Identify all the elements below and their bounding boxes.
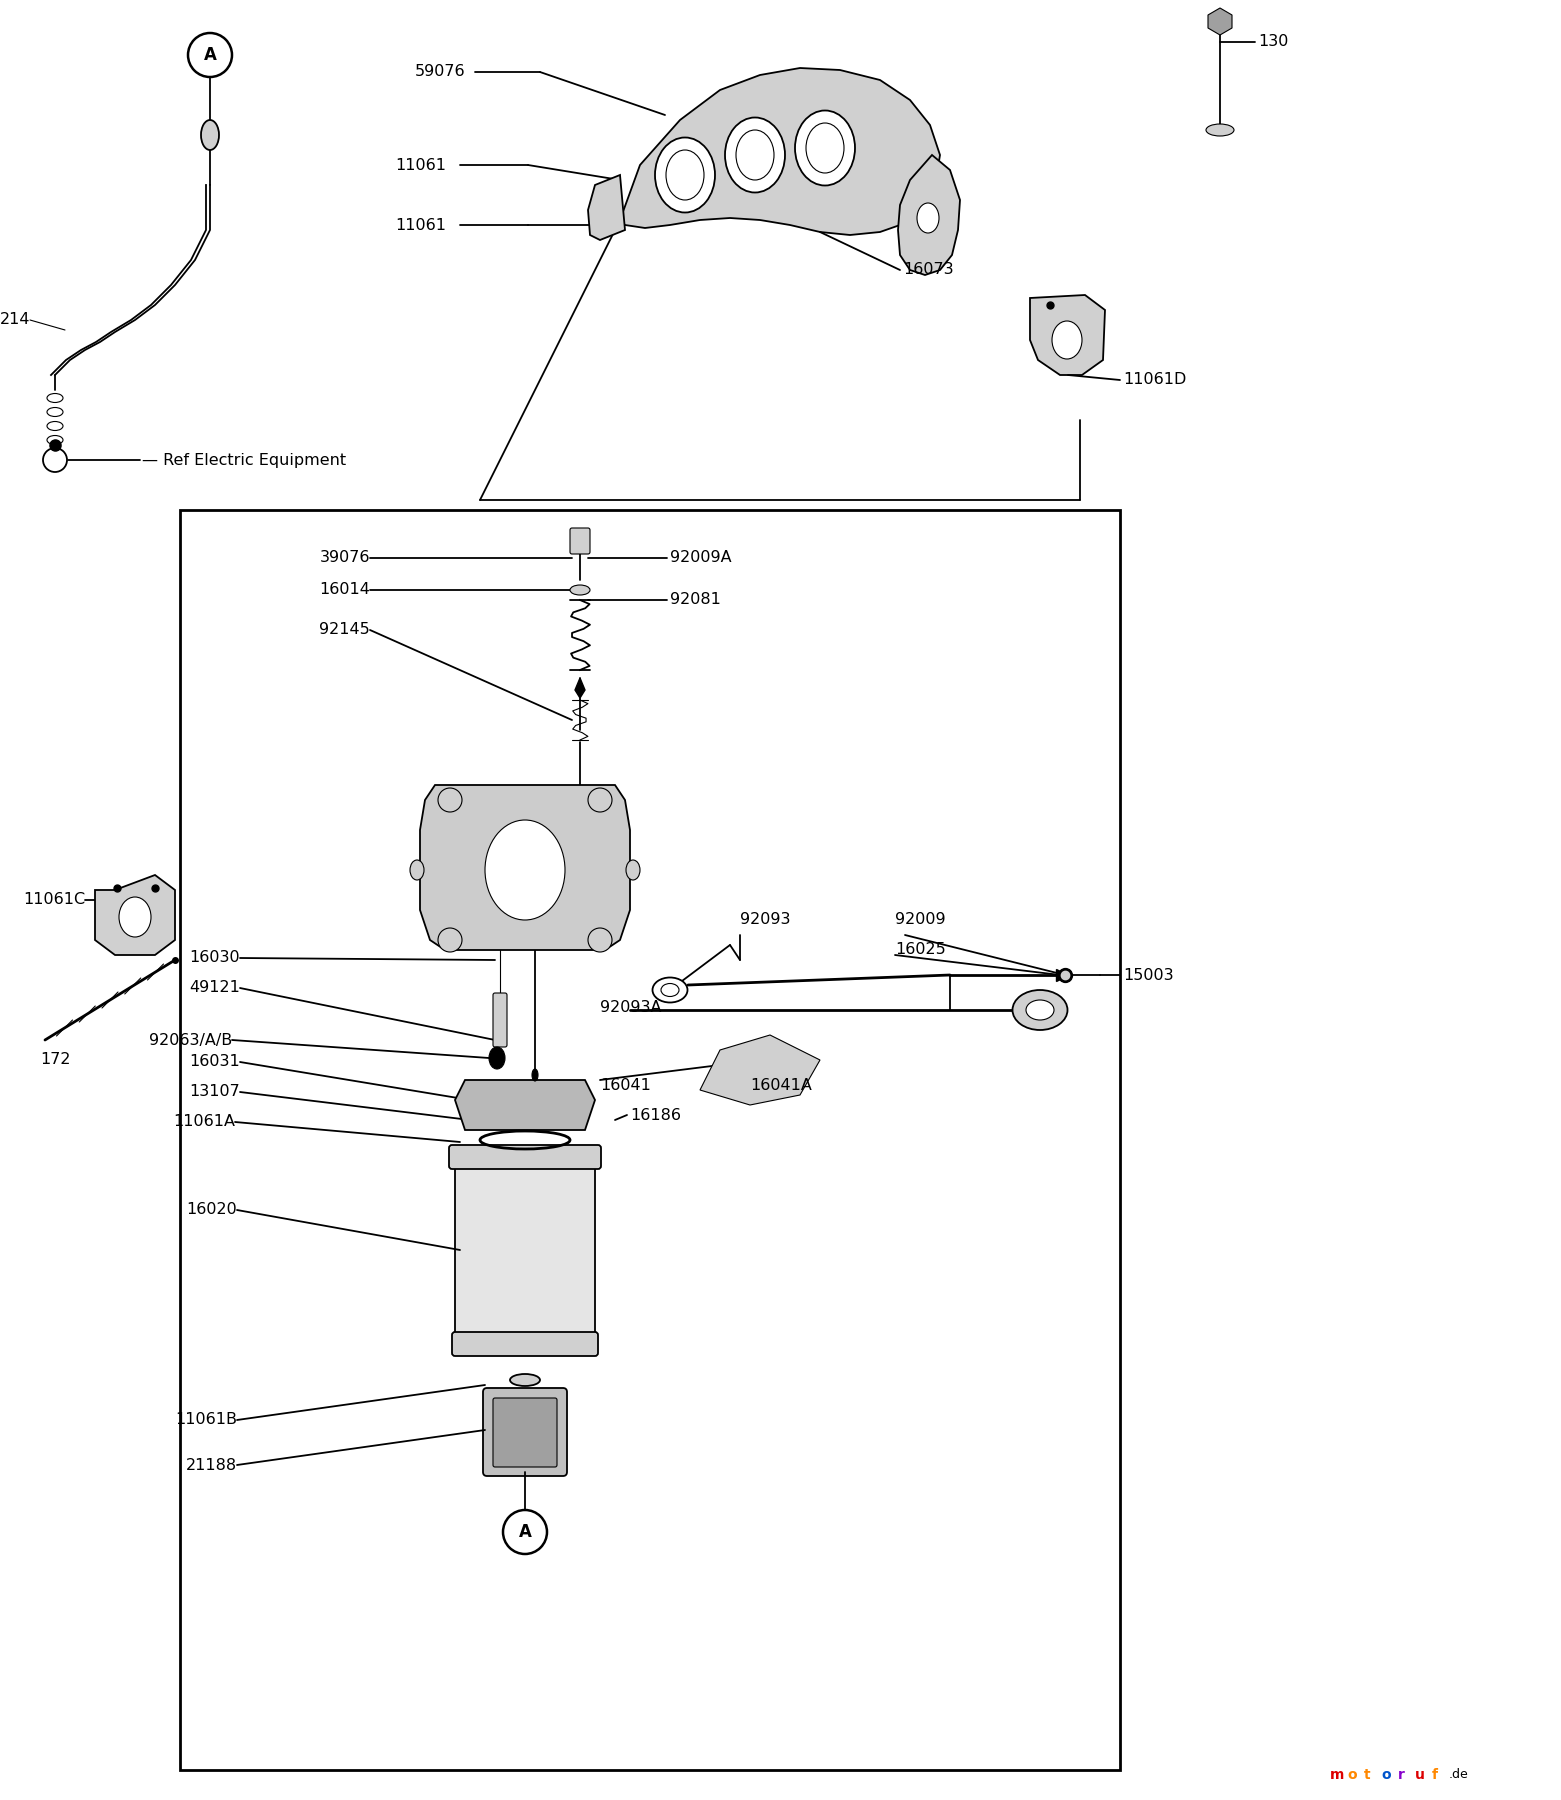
Text: o: o	[1381, 1768, 1391, 1782]
Text: 16186: 16186	[631, 1107, 681, 1123]
Polygon shape	[620, 68, 940, 236]
Ellipse shape	[570, 585, 590, 596]
FancyBboxPatch shape	[454, 1156, 595, 1345]
Text: r: r	[1399, 1768, 1405, 1782]
Text: 92093A: 92093A	[599, 1001, 662, 1015]
Text: 130: 130	[1258, 34, 1288, 49]
Ellipse shape	[489, 1048, 506, 1069]
Text: .de: .de	[1449, 1768, 1469, 1782]
Polygon shape	[95, 875, 175, 956]
Text: o: o	[1347, 1768, 1357, 1782]
Polygon shape	[574, 679, 585, 698]
Text: 16073: 16073	[902, 263, 954, 277]
Ellipse shape	[119, 896, 151, 938]
Ellipse shape	[1026, 1001, 1054, 1021]
Polygon shape	[454, 1080, 595, 1130]
FancyBboxPatch shape	[450, 1145, 601, 1168]
Text: 59076: 59076	[415, 65, 465, 79]
Bar	[180, 509, 1119, 1769]
Text: 11061A: 11061A	[173, 1114, 236, 1130]
Ellipse shape	[795, 110, 855, 185]
Polygon shape	[898, 155, 960, 275]
Text: 11061C: 11061C	[23, 893, 84, 907]
Circle shape	[439, 788, 462, 812]
Text: 92063/A/B: 92063/A/B	[148, 1033, 233, 1048]
Ellipse shape	[916, 203, 940, 232]
Ellipse shape	[201, 121, 219, 149]
Polygon shape	[420, 785, 631, 950]
Ellipse shape	[411, 860, 425, 880]
FancyBboxPatch shape	[493, 1399, 557, 1467]
Text: 92009: 92009	[894, 913, 946, 927]
Text: f: f	[1431, 1768, 1438, 1782]
Text: 92093: 92093	[740, 913, 790, 927]
FancyBboxPatch shape	[493, 994, 507, 1048]
Text: 11061D: 11061D	[1122, 373, 1186, 387]
Text: 16041: 16041	[599, 1078, 651, 1093]
FancyBboxPatch shape	[482, 1388, 567, 1476]
Ellipse shape	[532, 1069, 539, 1082]
Text: 11061: 11061	[395, 158, 446, 173]
Ellipse shape	[724, 117, 785, 193]
Polygon shape	[699, 1035, 820, 1105]
Ellipse shape	[656, 137, 715, 212]
Circle shape	[588, 929, 612, 952]
Ellipse shape	[1052, 320, 1082, 358]
Ellipse shape	[1013, 990, 1068, 1030]
Text: t: t	[1364, 1768, 1371, 1782]
Text: 16020: 16020	[186, 1202, 237, 1217]
Text: 13107: 13107	[189, 1084, 240, 1100]
Ellipse shape	[485, 821, 565, 920]
Text: 49121: 49121	[189, 981, 240, 995]
Text: 11061: 11061	[395, 218, 446, 232]
Circle shape	[588, 788, 612, 812]
Circle shape	[439, 929, 462, 952]
Text: 92081: 92081	[670, 592, 721, 608]
Ellipse shape	[652, 977, 687, 1003]
Text: m: m	[1330, 1768, 1344, 1782]
Text: 39076: 39076	[320, 551, 370, 565]
Polygon shape	[588, 175, 624, 239]
Text: 15003: 15003	[1122, 968, 1174, 983]
Text: 21188: 21188	[186, 1458, 237, 1472]
Text: 214: 214	[0, 313, 30, 328]
Text: A: A	[518, 1523, 531, 1541]
Text: 172: 172	[41, 1053, 70, 1067]
Ellipse shape	[626, 860, 640, 880]
Ellipse shape	[1207, 124, 1235, 137]
Ellipse shape	[510, 1373, 540, 1386]
FancyBboxPatch shape	[453, 1332, 598, 1355]
Text: 92145: 92145	[320, 623, 370, 637]
Text: 92009A: 92009A	[670, 551, 732, 565]
Text: 11061B: 11061B	[175, 1413, 237, 1427]
Text: 16025: 16025	[894, 943, 946, 958]
Text: 16041A: 16041A	[749, 1078, 812, 1093]
Text: 16014: 16014	[318, 583, 370, 598]
Text: 16031: 16031	[189, 1055, 240, 1069]
Text: A: A	[203, 47, 217, 65]
Text: — Ref Electric Equipment: — Ref Electric Equipment	[142, 452, 347, 468]
Polygon shape	[1208, 7, 1232, 34]
Text: 16030: 16030	[189, 950, 240, 965]
Text: u: u	[1414, 1768, 1425, 1782]
Polygon shape	[1030, 295, 1105, 374]
FancyBboxPatch shape	[570, 527, 590, 554]
